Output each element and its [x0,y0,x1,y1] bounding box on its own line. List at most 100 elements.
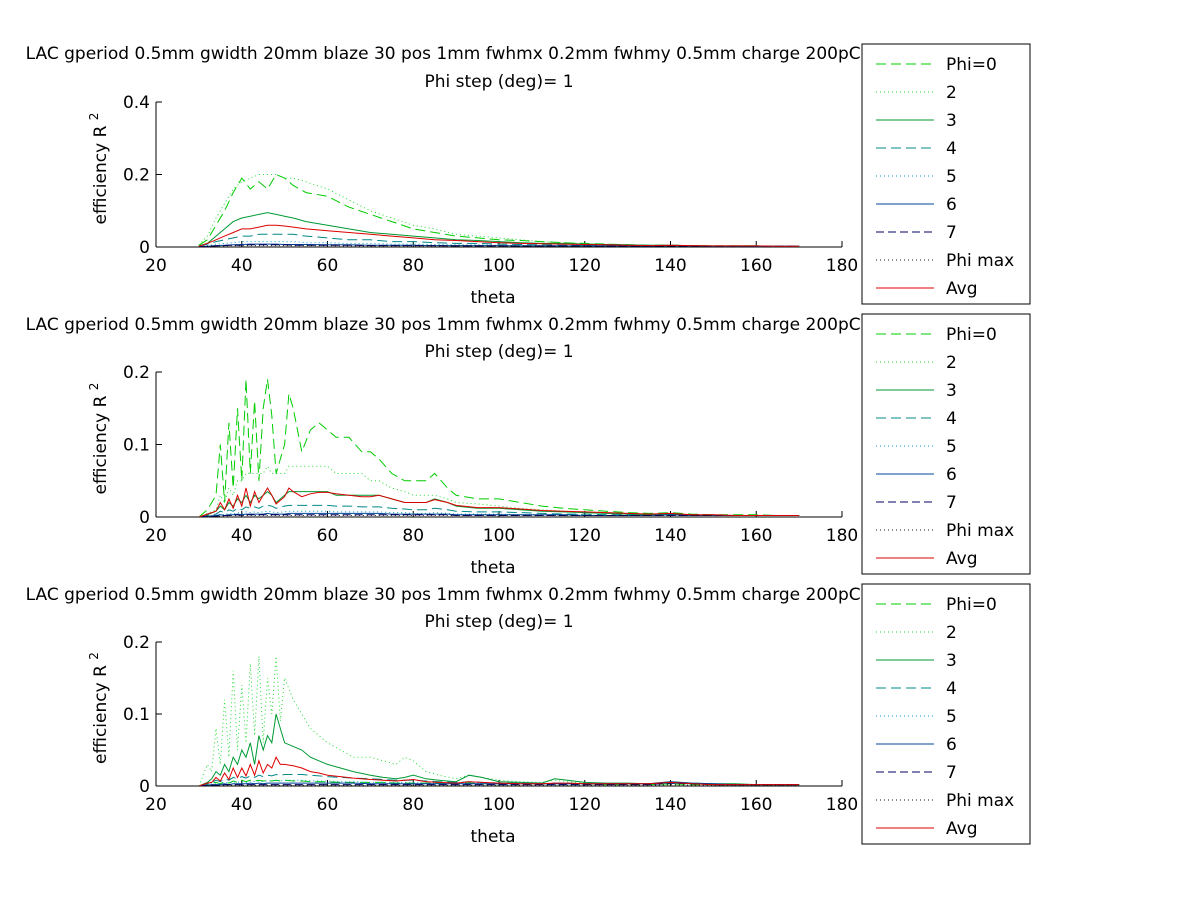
x-tick-label: 40 [231,256,253,276]
series-line-phi7 [198,514,800,517]
y-tick-label: 0.2 [123,166,150,186]
y-tick-label: 0.2 [123,363,150,383]
x-tick-label: 120 [569,795,601,815]
x-tick-label: 60 [317,795,339,815]
legend: Phi=0 2 3 4 5 6 7 Phi max Avg [861,313,1031,575]
x-tick-label: 140 [654,256,686,276]
legend-label-phi4: 4 [946,409,957,429]
legend-label-phi3: 3 [946,111,957,131]
x-tick-label: 160 [740,256,772,276]
x-tick-label: 20 [145,526,167,546]
legend-label-phi6: 6 [946,465,957,485]
legend-label-phi3: 3 [946,651,957,671]
series-line-phi4 [198,233,800,247]
legend-label-phimax: Phi max [946,521,1014,541]
series-line-phi3 [198,212,800,247]
x-axis-label: theta [471,558,516,578]
x-tick-label: 100 [483,256,515,276]
x-tick-label: 80 [402,526,424,546]
x-tick-label: 20 [145,256,167,276]
x-tick-label: 120 [569,526,601,546]
legend-label-phi5: 5 [946,437,957,457]
y-tick-label: 0.1 [123,705,150,725]
y-tick-label: 0.1 [123,436,150,456]
legend-label-avg: Avg [946,819,978,839]
subplot-3: LAC gperiod 0.5mm gwidth 20mm blaze 30 p… [26,583,1031,847]
series-line-phi7 [198,782,800,786]
y-axis-label-superscript: 2 [87,383,101,391]
legend-label-avg: Avg [946,549,978,569]
series-line-avg [198,487,800,517]
legend-label-phi2: 2 [946,623,957,643]
subplot-subtitle: Phi step (deg)= 1 [424,72,573,92]
series-group [198,173,800,247]
x-tick-label: 100 [483,526,515,546]
series-line-phi4 [198,504,800,517]
legend: Phi=0 2 3 4 5 6 7 Phi max Avg [861,43,1031,305]
legend-box [861,313,1031,575]
x-tick-label: 60 [317,526,339,546]
y-axis-label: efficiency R 2 [87,113,111,225]
subplot-title: LAC gperiod 0.5mm gwidth 20mm blaze 30 p… [26,44,973,64]
x-tick-label: 180 [826,795,858,815]
subplot-subtitle: Phi step (deg)= 1 [424,342,573,362]
legend-label-phi0: Phi=0 [946,325,997,345]
legend-label-phi6: 6 [946,195,957,215]
legend-label-phi3: 3 [946,381,957,401]
subplot-title: LAC gperiod 0.5mm gwidth 20mm blaze 30 p… [26,585,973,605]
subplot-1: LAC gperiod 0.5mm gwidth 20mm blaze 30 p… [26,43,1031,308]
legend-label-phi2: 2 [946,353,957,373]
legend-label-phimax: Phi max [946,791,1014,811]
subplot-2: LAC gperiod 0.5mm gwidth 20mm blaze 30 p… [26,313,1031,578]
x-tick-label: 80 [402,256,424,276]
x-tick-label: 40 [231,795,253,815]
series-line-phimax [198,515,800,517]
legend-label-phi6: 6 [946,735,957,755]
series-line-phi0 [198,779,800,786]
legend-label-phi7: 7 [946,493,957,513]
legend-label-phi5: 5 [946,167,957,187]
series-line-phi0 [198,173,800,247]
series-line-phi7 [198,244,800,247]
x-axis-label: theta [471,288,516,308]
legend-box [861,43,1031,305]
legend-label-phi7: 7 [946,223,957,243]
y-axis-label: efficiency R 2 [87,383,111,495]
series-line-phi3 [198,713,800,786]
x-axis-label: theta [471,827,516,847]
series-line-phi2 [198,656,800,786]
x-tick-label: 80 [402,795,424,815]
x-tick-label: 180 [826,526,858,546]
series-line-phi2 [198,174,800,247]
y-tick-label: 0 [139,238,150,258]
x-tick-label: 100 [483,795,515,815]
series-line-avg [198,224,800,247]
y-axis-label: efficiency R 2 [87,652,111,764]
x-tick-label: 140 [654,795,686,815]
legend-label-phi4: 4 [946,679,957,699]
legend-label-phi7: 7 [946,763,957,783]
y-tick-label: 0.2 [123,633,150,653]
series-line-phi6 [198,512,800,517]
series-line-avg [198,756,800,786]
x-tick-label: 60 [317,256,339,276]
x-tick-label: 180 [826,256,858,276]
series-group [198,379,800,517]
legend-label-phimax: Phi max [946,251,1014,271]
y-axis-label-superscript: 2 [87,113,101,121]
x-tick-label: 160 [740,526,772,546]
series-line-phi0 [198,379,800,517]
legend-label-avg: Avg [946,279,978,299]
legend-label-phi2: 2 [946,83,957,103]
y-tick-label: 0 [139,508,150,528]
x-tick-label: 120 [569,256,601,276]
series-group [198,656,800,786]
y-tick-label: 0.4 [123,93,150,113]
legend-label-phi0: Phi=0 [946,595,997,615]
legend-label-phi0: Phi=0 [946,55,997,75]
legend-label-phi5: 5 [946,707,957,727]
x-tick-label: 140 [654,526,686,546]
subplot-title: LAC gperiod 0.5mm gwidth 20mm blaze 30 p… [26,315,973,335]
x-tick-label: 40 [231,526,253,546]
